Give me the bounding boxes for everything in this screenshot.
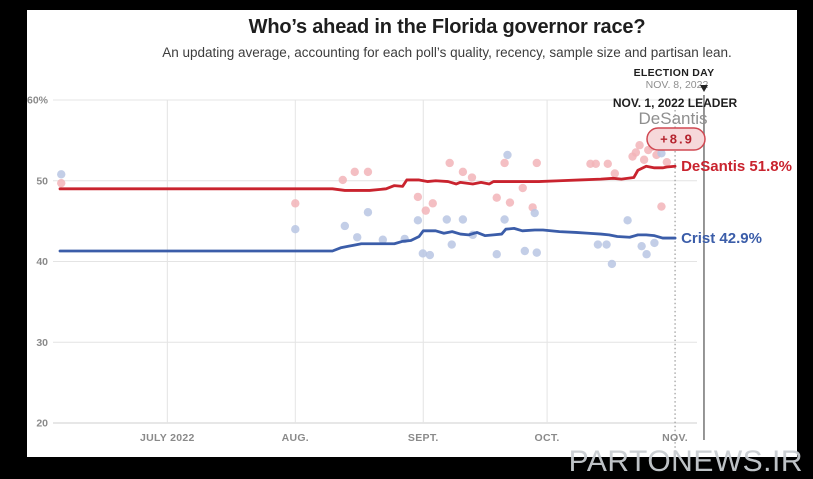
poll-dot-crist — [363, 208, 373, 217]
poll-dot-desantis — [635, 141, 644, 150]
poll-dot-crist — [378, 235, 388, 244]
leader-margin-badge — [646, 127, 706, 151]
x-axis-label: AUG. — [282, 432, 309, 444]
poll-dot-crist — [642, 250, 651, 259]
poll-dot-desantis — [631, 148, 641, 157]
poll-dot-crist — [442, 215, 451, 224]
poll-dot-crist — [657, 149, 666, 158]
poll-dot-crist — [607, 259, 617, 269]
poll-dot-crist — [593, 240, 603, 249]
poll-dot-crist — [532, 248, 541, 257]
x-axis-label: NOV. — [662, 432, 688, 444]
y-axis-label: 50 — [36, 175, 48, 187]
poll-dot-desantis — [662, 157, 672, 167]
poll-dot-desantis — [591, 159, 601, 168]
poll-dot-crist — [520, 246, 530, 256]
poll-dot-desantis — [350, 167, 359, 177]
triangle-down-icon — [700, 85, 708, 92]
poll-dot-desantis — [363, 167, 373, 177]
y-axis-label: 60% — [27, 95, 49, 107]
poll-dot-desantis — [610, 169, 620, 178]
poll-dot-crist — [492, 250, 501, 259]
poll-dot-crist — [637, 241, 646, 251]
y-axis-label: 30 — [36, 337, 48, 349]
poll-dot-desantis — [57, 178, 66, 188]
poll-average-chart: 60% 50 40 30 20 DeSantis 51.8% Crist 42.9% JULY… — [27, 67, 792, 454]
poll-dot-crist — [353, 233, 362, 242]
poll-dot-desantis — [445, 158, 454, 168]
poll-dot-desantis — [500, 158, 509, 168]
poll-dot-desantis — [421, 206, 430, 215]
poll-dot-crist — [602, 240, 611, 249]
poll-dot-crist — [418, 249, 428, 258]
trend-line-crist — [58, 226, 677, 253]
poll-dot-crist — [447, 240, 456, 249]
poll-dot-desantis — [532, 158, 541, 168]
leader-label: NOV. 1, 2022 LEADER — [613, 96, 738, 110]
poll-dot-desantis — [639, 155, 649, 164]
chart-subtitle: An updating average, accounting for each… — [162, 45, 732, 60]
poll-dot-desantis — [291, 199, 300, 208]
poll-dot-desantis — [458, 167, 468, 177]
poll-dot-crist — [500, 215, 509, 224]
chart-card: Who’s ahead in the Florida governor race… — [27, 10, 797, 457]
election-day-date: NOV. 8, 2022 — [646, 79, 709, 91]
poll-dot-desantis — [467, 173, 477, 182]
poll-dot-crist — [291, 225, 300, 234]
chart-header: Who’s ahead in the Florida governor race… — [27, 16, 797, 60]
poll-dot-desantis — [657, 202, 666, 211]
poll-dot-crist — [425, 250, 435, 260]
x-axis-label: SEPT. — [408, 432, 439, 444]
poll-dot-desantis — [338, 175, 347, 185]
series-end-label-desantis: DeSantis 51.8% — [681, 158, 792, 175]
y-axis-label: 40 — [36, 256, 48, 268]
page-title: Who’s ahead in the Florida governor race… — [248, 16, 646, 38]
poll-dot-crist — [503, 150, 512, 160]
poll-dot-desantis — [413, 192, 423, 202]
poll-dot-desantis — [518, 183, 527, 193]
election-day-label: ELECTION DAY — [634, 67, 715, 79]
poll-dot-crist — [57, 170, 66, 179]
y-axis-label: 20 — [36, 418, 48, 430]
x-axis-label: JULY 2022 — [140, 432, 195, 444]
x-axis-label: OCT. — [535, 432, 560, 444]
trend-line-desantis — [58, 164, 677, 192]
series-end-label-crist: Crist 42.9% — [681, 230, 762, 247]
poll-dot-desantis — [492, 193, 501, 202]
leader-margin-value: +8.9 — [660, 132, 694, 147]
poll-dot-crist — [650, 238, 659, 248]
leader-name: DeSantis — [639, 109, 708, 128]
poll-dot-crist — [413, 216, 423, 225]
poll-dot-crist — [530, 208, 539, 218]
poll-dot-crist — [340, 221, 350, 231]
poll-dot-desantis — [603, 159, 612, 168]
poll-dot-desantis — [428, 199, 437, 208]
watermark: PARTONEWS.IR — [568, 445, 803, 478]
poll-dot-crist — [458, 215, 468, 224]
poll-dot-crist — [623, 216, 632, 225]
poll-dot-desantis — [505, 198, 515, 207]
